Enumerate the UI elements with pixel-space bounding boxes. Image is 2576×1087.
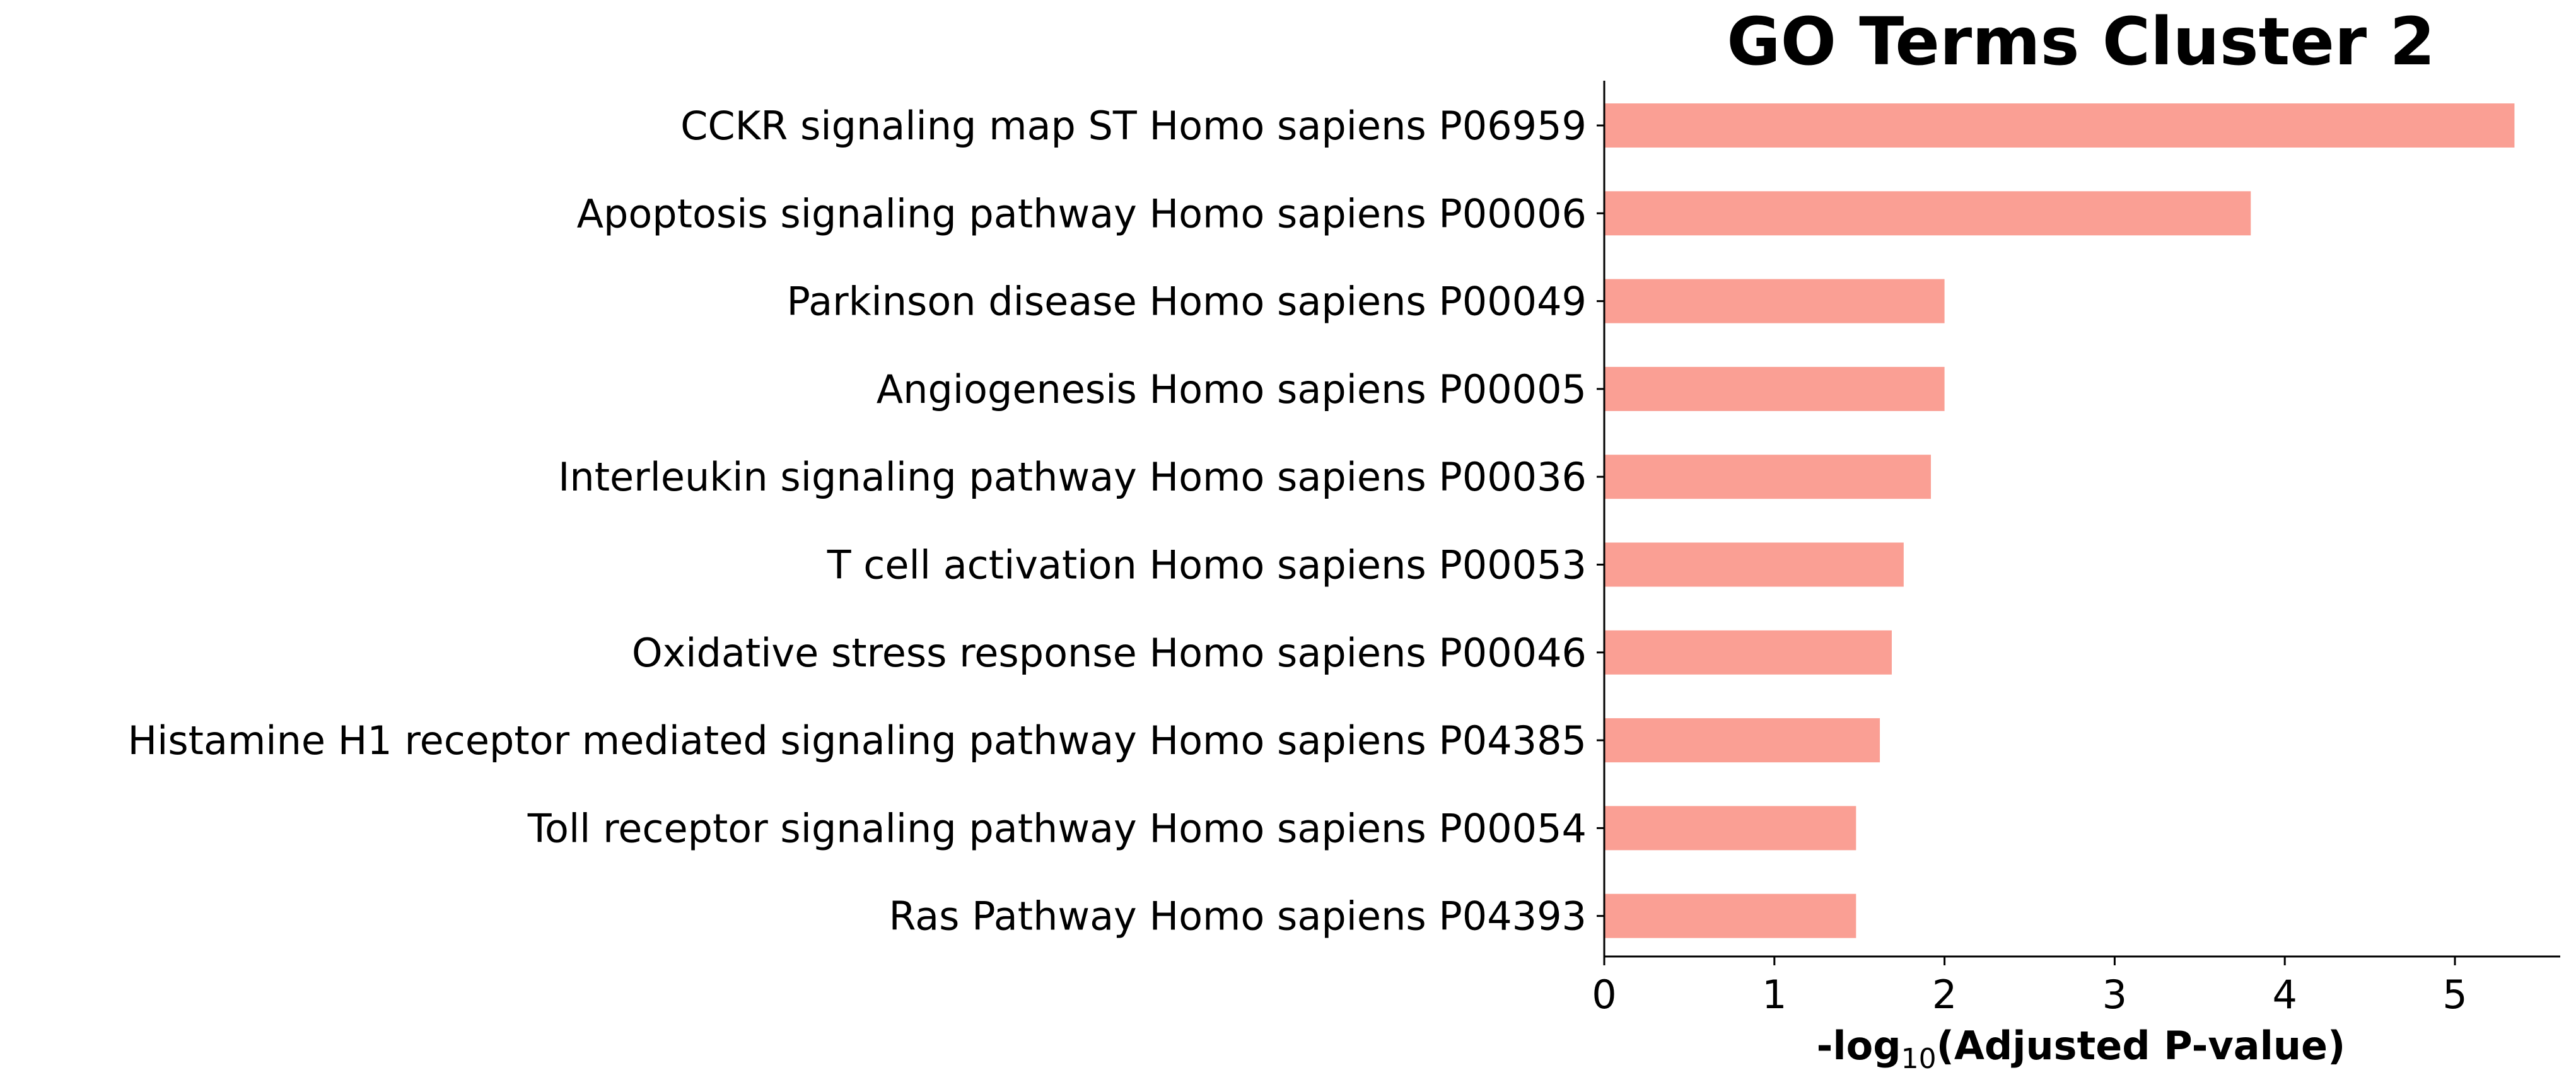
category-label-6: T cell activation Homo sapiens P00053: [827, 542, 1587, 588]
bar-1: [1604, 103, 2515, 148]
x-axis-label: -log10(Adjusted P-value): [1817, 1023, 2346, 1075]
bar-2: [1604, 191, 2251, 236]
x-tick-label-0: 0: [1592, 972, 1616, 1018]
category-label-9: Toll receptor signaling pathway Homo sap…: [527, 805, 1587, 851]
bar-9: [1604, 806, 1856, 851]
category-label-10: Ras Pathway Homo sapiens P04393: [889, 893, 1587, 939]
category-label-7: Oxidative stress response Homo sapiens P…: [632, 630, 1587, 676]
category-label-5: Interleukin signaling pathway Homo sapie…: [558, 454, 1587, 500]
x-tick-label-5: 5: [2442, 972, 2467, 1018]
chart-title: GO Terms Cluster 2: [1727, 3, 2435, 80]
x-tick-label-4: 4: [2272, 972, 2297, 1018]
category-labels: CCKR signaling map ST Homo sapiens P0695…: [128, 103, 1587, 939]
bar-8: [1604, 718, 1880, 763]
x-tick-label-1: 1: [1762, 972, 1786, 1018]
x-tick-label-2: 2: [1932, 972, 1957, 1018]
bar-10: [1604, 893, 1856, 938]
x-axis-label-subscript: 10: [1901, 1043, 1937, 1075]
bar-7: [1604, 630, 1892, 675]
category-label-8: Histamine H1 receptor mediated signaling…: [128, 718, 1587, 764]
bar-6: [1604, 542, 1904, 587]
bar-3: [1604, 279, 1945, 323]
x-axis-label-suffix: (Adjusted P-value): [1937, 1023, 2346, 1069]
category-label-2: Apoptosis signaling pathway Homo sapiens…: [577, 190, 1587, 236]
bars-layer: [1604, 103, 2515, 938]
category-label-1: CCKR signaling map ST Homo sapiens P0695…: [680, 103, 1587, 149]
x-tick-label-3: 3: [2102, 972, 2127, 1018]
bar-4: [1604, 366, 1945, 411]
bar-5: [1604, 455, 1932, 499]
category-label-4: Angiogenesis Homo sapiens P00005: [877, 366, 1587, 412]
x-axis-ticks: 0 1 2 3 4 5: [1592, 124, 2468, 1018]
x-axis-label-prefix: -log: [1817, 1023, 1901, 1069]
category-label-3: Parkinson disease Homo sapiens P00049: [787, 279, 1587, 325]
